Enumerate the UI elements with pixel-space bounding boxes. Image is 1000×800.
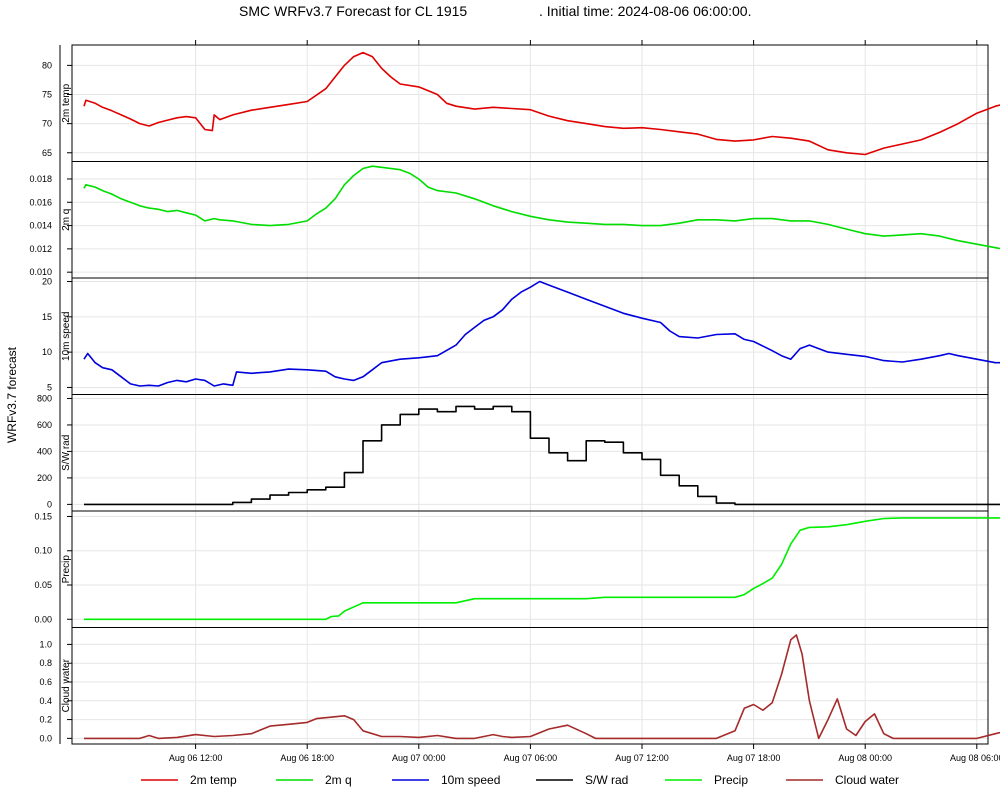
y-tick-label: 70 — [42, 119, 52, 129]
y-tick-label: 20 — [42, 277, 52, 287]
y-tick-label: 0.4 — [39, 696, 52, 706]
x-tick-label: Aug 07 00:00 — [392, 753, 446, 763]
y-tick-label: 0.6 — [39, 677, 52, 687]
series-line-precip — [84, 517, 1000, 621]
y-tick-label: 0.0 — [39, 733, 52, 743]
panel-s-w-rad: 0 200 400 600 800 S/W rad — [37, 393, 1000, 512]
y-tick-label: 5 — [47, 382, 52, 392]
y-tick-label: 65 — [42, 148, 52, 158]
y-tick-label: 0.05 — [34, 580, 52, 590]
y-tick-label: 80 — [42, 60, 52, 70]
y-tick-label: 0 — [47, 499, 52, 509]
y-tick-label: 0.10 — [34, 546, 52, 556]
panel-10m-speed: 5 10 15 20 10m speed — [42, 277, 1000, 395]
y-tick-label: 0.15 — [34, 511, 52, 521]
legend-item-s-w-rad: S/W rad — [536, 773, 628, 787]
series-line-10m-speed — [83, 280, 1000, 387]
panel-label: 2m q — [61, 209, 72, 231]
panel-precip: 0.00 0.05 0.10 0.15 Precip — [34, 510, 1000, 628]
y-tick-label: 0.00 — [34, 614, 52, 624]
x-tick-label: Aug 07 18:00 — [727, 753, 781, 763]
y-tick-label: 200 — [37, 473, 52, 483]
legend-item-2m-q: 2m q — [276, 773, 352, 787]
x-tick-label: Aug 08 06:00 — [950, 753, 1000, 763]
y-tick-label: 1.0 — [39, 639, 52, 649]
y-tick-label: 0.012 — [29, 244, 52, 254]
y-tick-label: 0.2 — [39, 715, 52, 725]
x-tick-label: Aug 07 06:00 — [504, 753, 558, 763]
panel-label: Cloud water — [61, 658, 72, 712]
series-line-2m-q — [83, 165, 1000, 250]
legend-item-2m-temp: 2m temp — [141, 773, 237, 787]
panel-label: 2m temp — [61, 83, 72, 122]
x-tick-label: Aug 08 00:00 — [838, 753, 892, 763]
panel-cloud-water: 0.0 0.2 0.4 0.6 0.8 1.0 Cloud water — [39, 627, 1000, 745]
y-tick-label: 0.018 — [29, 174, 52, 184]
y-tick-label: 0.8 — [39, 658, 52, 668]
legend-item-precip: Precip — [665, 773, 748, 787]
y-tick-label: 400 — [37, 446, 52, 456]
chart-title: SMC WRFv3.7 Forecast for CL 1915 — [239, 3, 467, 19]
chart-title-line: SMC WRFv3.7 Forecast for CL 1915 . Initi… — [0, 3, 1000, 23]
legend-label: Cloud water — [835, 773, 899, 787]
legend-item-10m-speed: 10m speed — [392, 773, 500, 787]
y-tick-label: 0.016 — [29, 197, 52, 207]
y-tick-label: 600 — [37, 420, 52, 430]
panel-label: Precip — [61, 555, 72, 584]
y-tick-label: 800 — [37, 393, 52, 403]
legend-label: 10m speed — [441, 773, 500, 787]
panel-2m-temp: 65 70 75 80 2m temp — [42, 44, 1000, 162]
y-tick-label: 75 — [42, 90, 52, 100]
panel-2m-q: 0.010 0.012 0.014 0.016 0.018 2m q — [29, 161, 1000, 279]
legend-label: 2m temp — [190, 773, 237, 787]
x-tick-label: Aug 06 12:00 — [169, 753, 223, 763]
y-axis-label: WRFv3.7 forecast — [5, 346, 19, 443]
chart-initial-time: . Initial time: 2024-08-06 06:00:00. — [539, 3, 751, 19]
x-tick-label: Aug 06 18:00 — [280, 753, 334, 763]
x-tick-label: Aug 07 12:00 — [615, 753, 669, 763]
y-tick-label: 0.014 — [29, 221, 52, 231]
y-tick-label: 0.010 — [29, 267, 52, 277]
legend-label: Precip — [714, 773, 748, 787]
series-line-cloud-water — [84, 634, 1000, 740]
legend-label: 2m q — [325, 773, 352, 787]
y-tick-label: 15 — [42, 312, 52, 322]
legend-label: S/W rad — [585, 773, 628, 787]
legend-item-cloud-water: Cloud water — [786, 773, 899, 787]
panel-label: S/W rad — [61, 435, 72, 471]
series-line-s-w-rad — [84, 405, 1000, 506]
y-tick-label: 10 — [42, 347, 52, 357]
series-line-2m-temp — [83, 51, 1000, 156]
panel-label: 10m speed — [61, 312, 72, 361]
